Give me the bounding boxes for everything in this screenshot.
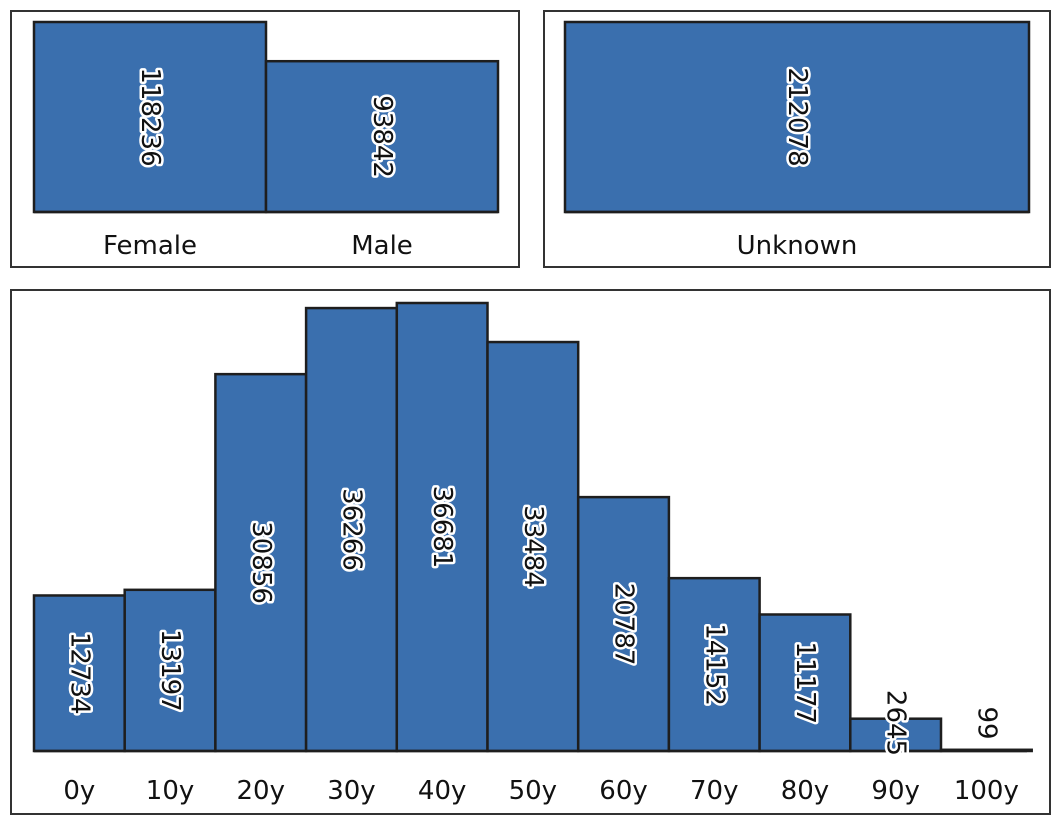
value-label-100y: 99 xyxy=(971,706,1001,739)
value-labels: 212078 xyxy=(780,65,815,169)
category-label-unknown: Unknown xyxy=(737,231,858,261)
category-label-40y: 40y xyxy=(418,776,466,806)
category-label-90y: 90y xyxy=(871,776,919,806)
value-labels: 12734 13197 30856 36266 36681 33484 20787 14152… xyxy=(62,483,1004,758)
category-label-60y: 60y xyxy=(599,776,647,806)
bars xyxy=(563,20,1031,214)
category-label-0y: 0y xyxy=(63,776,95,806)
value-label-female: 118236 xyxy=(135,67,165,166)
category-label-10y: 10y xyxy=(146,776,194,806)
age-histogram: 0y 10y 20y 30y 40y 50y 60y 70y 80y 90y 100y 12734 13… xyxy=(32,301,1033,806)
bars xyxy=(32,301,1033,753)
bar-80y xyxy=(758,613,852,753)
bar-60y xyxy=(576,495,671,753)
value-label-10y: 13197 xyxy=(155,629,185,712)
bar-20y xyxy=(214,372,308,753)
value-label-80y: 11177 xyxy=(790,641,820,724)
category-label-30y: 30y xyxy=(327,776,375,806)
bar-male xyxy=(264,59,500,214)
gender-chart-panel: Female Male 118236 93842 xyxy=(10,10,520,268)
value-label-unknown: 212078 xyxy=(782,67,812,166)
value-labels: 118236 93842 xyxy=(133,65,400,181)
unknown-bar-chart: Unknown 212078 xyxy=(563,20,1031,261)
value-label-90y: 2645 xyxy=(881,690,911,756)
category-label-20y: 20y xyxy=(237,776,285,806)
value-label-male: 93842 xyxy=(367,95,397,178)
bar-30y xyxy=(304,306,399,753)
value-label-60y: 20787 xyxy=(609,583,639,666)
bar-40y xyxy=(395,301,489,753)
value-label-30y: 36266 xyxy=(336,488,366,571)
bar-50y xyxy=(486,340,580,753)
unknown-chart-panel: Unknown 212078 xyxy=(543,10,1051,268)
value-label-50y: 33484 xyxy=(518,505,548,588)
gender-bar-chart: Female Male 118236 93842 xyxy=(32,20,500,261)
bars xyxy=(32,20,500,214)
value-label-40y: 36681 xyxy=(427,486,457,569)
category-label-100y: 100y xyxy=(954,776,1019,806)
category-label-70y: 70y xyxy=(690,776,738,806)
category-label-80y: 80y xyxy=(781,776,829,806)
bar-female xyxy=(32,20,268,214)
category-label-female: Female xyxy=(103,231,197,261)
age-chart-panel: 0y 10y 20y 30y 40y 50y 60y 70y 80y 90y 100y 12734 13… xyxy=(10,289,1051,815)
value-label-70y: 14152 xyxy=(699,623,729,706)
value-label-20y: 30856 xyxy=(246,521,276,604)
category-label-male: Male xyxy=(351,231,413,261)
value-label-0y: 12734 xyxy=(64,632,94,715)
category-label-50y: 50y xyxy=(509,776,557,806)
bar-unknown xyxy=(563,20,1031,214)
bar-70y xyxy=(667,576,761,753)
